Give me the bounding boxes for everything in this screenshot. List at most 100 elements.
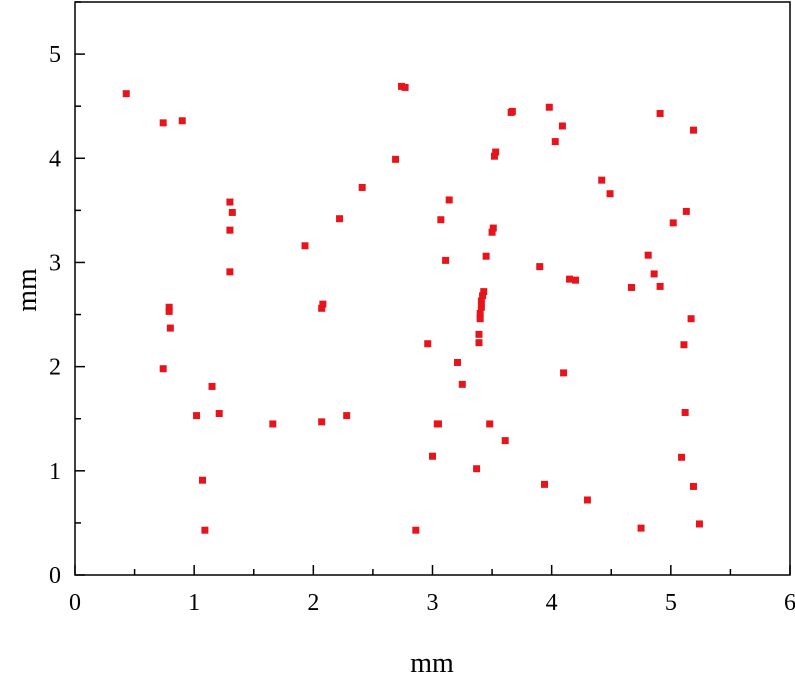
data-point (480, 288, 488, 296)
data-point (226, 198, 234, 206)
data-point (475, 339, 483, 347)
y-tick-label: 0 (49, 563, 61, 589)
data-point (476, 310, 484, 318)
data-point (454, 358, 462, 366)
data-points (122, 82, 703, 534)
data-point (558, 122, 566, 130)
x-axis-title: mm (410, 648, 454, 679)
data-point (437, 216, 445, 224)
data-point (656, 282, 664, 290)
data-point (479, 292, 487, 300)
plot-area-border (74, 1, 791, 576)
data-point (501, 437, 509, 445)
data-point (473, 465, 481, 473)
data-point (477, 303, 485, 311)
data-point (682, 207, 690, 215)
data-point (442, 256, 450, 264)
data-point (628, 283, 636, 291)
data-point (159, 119, 167, 127)
y-axis-tick-labels: 0 1 2 3 4 5 (49, 42, 61, 589)
data-point (458, 380, 466, 388)
data-point (566, 275, 574, 283)
data-point (215, 410, 223, 418)
data-point (650, 270, 658, 278)
data-point (669, 219, 677, 227)
data-point (193, 412, 201, 420)
data-point (343, 412, 351, 420)
y-tick-label: 5 (49, 42, 61, 68)
data-point (475, 330, 483, 338)
data-point (482, 252, 490, 260)
data-point (424, 340, 432, 348)
x-tick-label: 3 (427, 590, 439, 616)
data-point (401, 83, 409, 91)
y-axis-ticks (75, 1, 85, 576)
data-point (489, 224, 497, 232)
data-point (398, 82, 406, 90)
data-point (226, 268, 234, 276)
data-point (358, 183, 366, 191)
data-point (695, 520, 703, 528)
data-point (486, 420, 494, 428)
data-point (680, 341, 688, 349)
data-point (201, 526, 209, 534)
data-point (678, 453, 686, 461)
data-point (545, 103, 553, 111)
data-point (226, 226, 234, 234)
data-point (687, 315, 695, 323)
data-point (536, 263, 544, 271)
data-point (681, 408, 689, 416)
y-tick-label: 1 (49, 459, 61, 485)
data-point (572, 276, 579, 284)
data-point (208, 382, 216, 390)
data-point (508, 107, 516, 115)
x-tick-label: 4 (546, 590, 558, 616)
data-point (159, 365, 167, 373)
data-point (541, 480, 549, 488)
y-tick-label: 2 (49, 355, 61, 381)
x-tick-label: 1 (188, 590, 200, 616)
data-point (644, 251, 652, 259)
y-axis-title: mm (12, 268, 43, 312)
data-point (560, 369, 568, 377)
data-point (445, 196, 453, 204)
data-point (178, 117, 186, 125)
data-point (336, 215, 344, 223)
data-point (583, 496, 591, 504)
x-axis-ticks (74, 565, 791, 575)
data-point (412, 526, 420, 534)
x-tick-label: 2 (307, 590, 319, 616)
data-point (689, 126, 697, 134)
data-point (551, 138, 559, 146)
data-point (318, 418, 326, 426)
data-point (434, 420, 442, 428)
data-point (392, 155, 400, 163)
data-point (429, 452, 436, 460)
data-point (166, 324, 174, 332)
data-point (598, 176, 606, 184)
y-tick-label: 3 (49, 250, 61, 276)
data-point (165, 307, 173, 315)
data-point (165, 303, 173, 311)
data-point (228, 208, 236, 216)
x-tick-label: 0 (69, 590, 81, 616)
data-point (122, 90, 130, 98)
y-tick-label: 4 (49, 146, 61, 172)
x-tick-label: 5 (665, 590, 677, 616)
data-point (476, 315, 484, 323)
data-point (318, 304, 326, 312)
data-point (689, 482, 697, 490)
data-point (319, 300, 327, 308)
data-point (490, 152, 498, 160)
data-point (199, 476, 207, 484)
data-point (656, 109, 664, 117)
x-tick-label: 6 (784, 590, 795, 616)
data-point (488, 228, 496, 236)
data-point (269, 420, 277, 428)
data-point (637, 524, 645, 532)
x-axis-tick-labels: 0 1 2 3 4 5 6 (69, 590, 795, 616)
data-point (477, 297, 485, 305)
data-point (301, 242, 309, 250)
data-point (492, 148, 500, 156)
